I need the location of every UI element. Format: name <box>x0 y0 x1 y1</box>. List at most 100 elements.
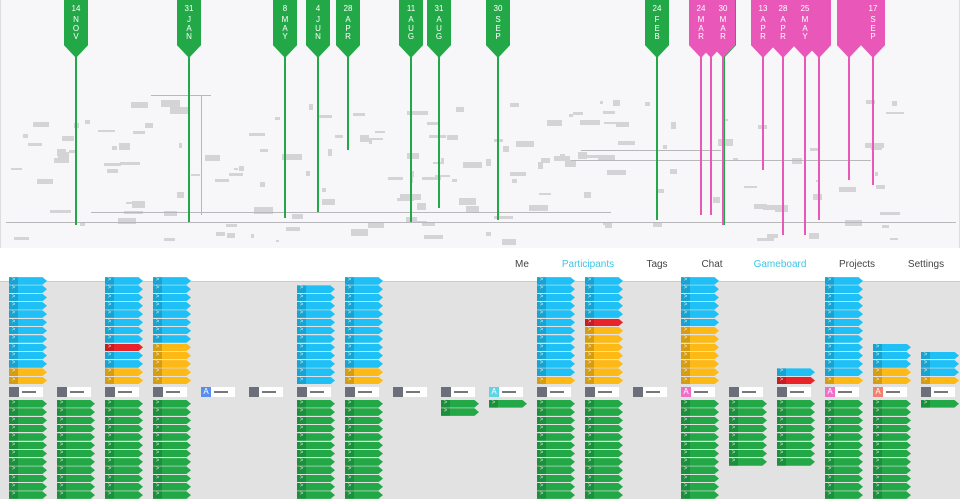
green-card[interactable]: > <box>921 400 959 408</box>
green-card[interactable]: > <box>105 449 143 458</box>
participant-profile[interactable]: A <box>489 387 523 397</box>
blue-card[interactable]: > <box>921 368 959 376</box>
green-card[interactable]: > <box>105 474 143 483</box>
green-card[interactable]: > <box>441 408 479 416</box>
green-card[interactable]: > <box>345 408 383 416</box>
blue-card[interactable]: > <box>297 351 335 360</box>
green-card[interactable]: > <box>345 416 383 425</box>
green-card[interactable]: > <box>297 416 335 425</box>
green-card[interactable]: > <box>297 483 335 491</box>
blue-card[interactable]: > <box>153 277 191 285</box>
blue-card[interactable]: > <box>297 360 335 368</box>
green-card[interactable]: > <box>873 466 911 474</box>
green-card[interactable]: > <box>345 483 383 491</box>
green-card[interactable]: > <box>777 400 815 408</box>
date-marker[interactable]: 24 MAR <box>689 0 713 248</box>
orange-card[interactable]: > <box>585 351 623 360</box>
blue-card[interactable]: > <box>825 343 863 352</box>
participant-profile[interactable] <box>297 387 331 397</box>
green-card[interactable]: > <box>9 449 47 458</box>
orange-card[interactable]: > <box>585 343 623 352</box>
participant-profile[interactable]: A <box>681 387 715 397</box>
green-card[interactable]: > <box>105 483 143 491</box>
blue-card[interactable]: > <box>825 318 863 327</box>
green-card[interactable]: > <box>873 424 911 433</box>
blue-card[interactable]: > <box>345 302 383 310</box>
green-card[interactable]: > <box>345 449 383 458</box>
green-card[interactable]: > <box>537 416 575 425</box>
blue-card[interactable]: > <box>297 293 335 302</box>
blue-card[interactable]: > <box>105 277 143 285</box>
green-card[interactable]: > <box>297 441 335 450</box>
orange-card[interactable]: > <box>585 335 623 343</box>
green-card[interactable]: > <box>681 483 719 491</box>
orange-card[interactable]: > <box>153 376 191 385</box>
green-card[interactable]: > <box>873 483 911 491</box>
orange-card[interactable]: > <box>681 376 719 385</box>
blue-card[interactable]: > <box>537 368 575 376</box>
participant-profile[interactable] <box>153 387 187 397</box>
green-card[interactable]: > <box>345 424 383 433</box>
green-card[interactable]: > <box>585 433 623 441</box>
green-card[interactable]: > <box>585 416 623 425</box>
green-card[interactable]: > <box>57 433 95 441</box>
blue-card[interactable]: > <box>345 285 383 293</box>
green-card[interactable]: > <box>585 458 623 466</box>
blue-card[interactable]: > <box>153 310 191 318</box>
orange-card[interactable]: > <box>153 368 191 376</box>
green-card[interactable]: > <box>681 458 719 466</box>
date-flag[interactable]: 28 APR <box>771 0 795 58</box>
green-card[interactable]: > <box>873 408 911 416</box>
green-card[interactable]: > <box>345 400 383 408</box>
orange-card[interactable]: > <box>585 360 623 368</box>
date-marker[interactable]: 11 AUG <box>399 0 423 248</box>
green-card[interactable]: > <box>585 483 623 491</box>
green-card[interactable]: > <box>585 474 623 483</box>
blue-card[interactable]: > <box>873 360 911 368</box>
green-card[interactable]: > <box>537 483 575 491</box>
blue-card[interactable]: > <box>9 318 47 327</box>
blue-card[interactable]: > <box>681 302 719 310</box>
orange-card[interactable]: > <box>345 376 383 385</box>
date-flag[interactable]: 14 NOV <box>64 0 88 58</box>
green-card[interactable]: > <box>873 491 911 499</box>
green-card[interactable]: > <box>57 458 95 466</box>
blue-card[interactable]: > <box>681 318 719 327</box>
blue-card[interactable]: > <box>585 302 623 310</box>
participant-profile[interactable] <box>393 387 427 397</box>
green-card[interactable]: > <box>57 424 95 433</box>
green-card[interactable]: > <box>537 491 575 499</box>
orange-card[interactable]: > <box>681 360 719 368</box>
blue-card[interactable]: > <box>297 368 335 376</box>
orange-card[interactable]: > <box>9 376 47 385</box>
date-flag[interactable] <box>837 0 861 58</box>
blue-card[interactable]: > <box>681 293 719 302</box>
nav-chat[interactable]: Chat <box>701 259 723 270</box>
blue-card[interactable]: > <box>681 310 719 318</box>
green-card[interactable]: > <box>777 433 815 441</box>
date-flag[interactable]: 17 SEP <box>861 0 885 58</box>
orange-card[interactable]: > <box>681 351 719 360</box>
green-card[interactable]: > <box>681 424 719 433</box>
blue-card[interactable]: > <box>345 326 383 335</box>
green-card[interactable]: > <box>825 491 863 499</box>
date-marker[interactable]: 28 APR <box>771 0 795 248</box>
green-card[interactable]: > <box>345 441 383 450</box>
orange-card[interactable]: > <box>681 343 719 352</box>
green-card[interactable]: > <box>777 458 815 466</box>
blue-card[interactable]: > <box>825 302 863 310</box>
green-card[interactable]: > <box>57 408 95 416</box>
green-card[interactable]: > <box>729 441 767 450</box>
nav-tags[interactable]: Tags <box>646 259 668 270</box>
blue-card[interactable]: > <box>537 293 575 302</box>
date-flag[interactable]: 28 APR <box>336 0 360 58</box>
red-card[interactable]: > <box>105 343 143 352</box>
green-card[interactable]: > <box>729 408 767 416</box>
nav-me[interactable]: Me <box>515 259 529 270</box>
green-card[interactable]: > <box>105 491 143 499</box>
green-card[interactable]: > <box>585 491 623 499</box>
green-card[interactable]: > <box>585 466 623 474</box>
participant-profile[interactable] <box>345 387 379 397</box>
blue-card[interactable]: > <box>9 293 47 302</box>
green-card[interactable]: > <box>873 474 911 483</box>
